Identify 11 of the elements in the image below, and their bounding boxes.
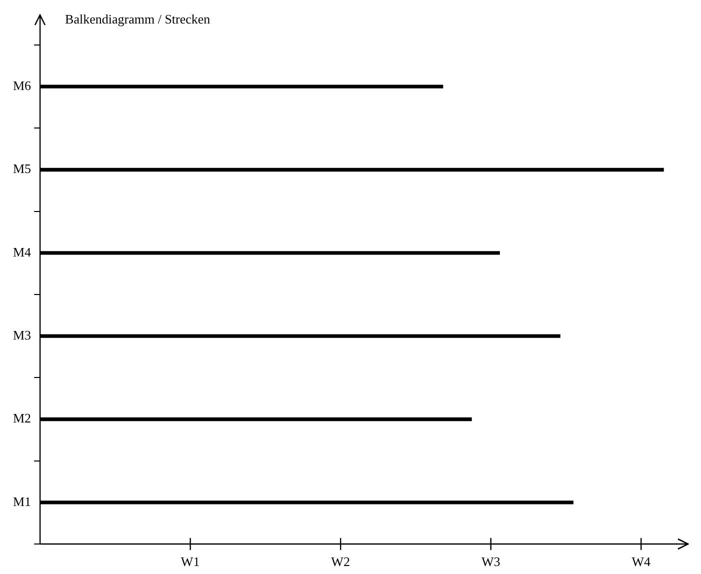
text: W2 bbox=[331, 554, 350, 569]
chart-title: Balkendiagramm / Strecken bbox=[65, 11, 211, 26]
y-tick-label: M2 bbox=[12, 410, 32, 426]
text: W3 bbox=[481, 554, 500, 569]
text: W1 bbox=[180, 554, 200, 569]
y-tick-label: M5 bbox=[12, 161, 32, 176]
text: W4 bbox=[632, 554, 651, 569]
y-tick-label: M4 bbox=[12, 244, 32, 260]
y-tick-label: M6 bbox=[12, 78, 32, 94]
y-tick-label: M3 bbox=[12, 328, 32, 343]
y-tick-label: M1 bbox=[12, 494, 32, 509]
